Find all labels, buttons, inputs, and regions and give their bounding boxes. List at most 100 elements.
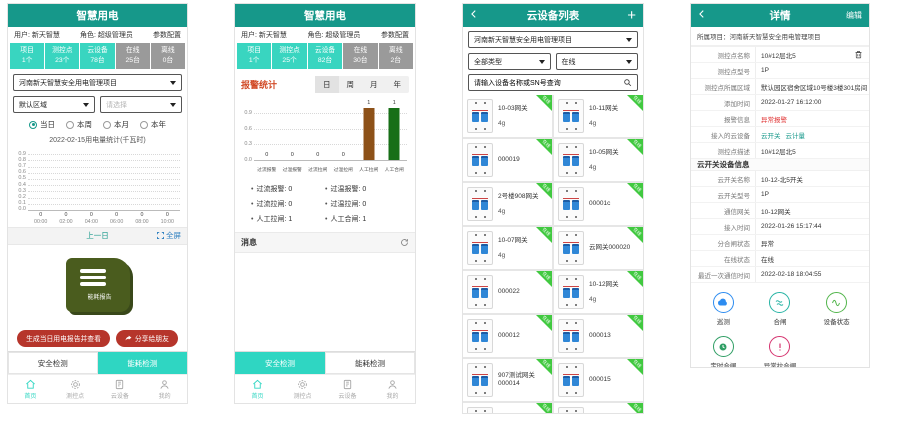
gear-icon	[70, 379, 81, 390]
device-name: 云网关000020	[589, 243, 631, 251]
device-card-partial[interactable]: 在线	[463, 403, 552, 413]
nav-mine[interactable]: 我的	[142, 379, 187, 400]
device-card[interactable]: 10-05网关 4g 在线	[554, 139, 643, 181]
project-select[interactable]: 河南新天智慧安全用电管理项目	[468, 31, 638, 48]
generate-report-button[interactable]: 生成当日用电报告并查看	[17, 329, 110, 347]
search-input[interactable]: 请输入设备名称或SN号查询	[468, 74, 638, 91]
nav-home[interactable]: 首页	[235, 379, 280, 400]
online-badge	[536, 183, 552, 199]
radio-period-1[interactable]: 本周	[66, 119, 92, 130]
back-button[interactable]	[469, 4, 479, 27]
detail-row-label: 添加时间	[724, 100, 750, 108]
device-card[interactable]: 907测试网关000014 在线	[463, 359, 552, 401]
x-tick: 0 04:00	[84, 211, 98, 226]
bottom-nav: 首页 测控点 云设备 我的	[8, 374, 187, 403]
action-device-status[interactable]: 设备状态	[808, 292, 865, 326]
device-card[interactable]: 00001c 在线	[554, 183, 643, 225]
detail-row-label: 测控点描述	[717, 148, 751, 156]
share-button[interactable]: 分享给朋友	[115, 329, 178, 347]
type-filter-select[interactable]: 全部类型	[468, 53, 551, 70]
region-select[interactable]: 默认区域	[13, 96, 95, 113]
device-card[interactable]: 云网关000020 在线	[554, 227, 643, 269]
period-tab-2[interactable]: 月	[370, 80, 378, 89]
action-timed-close[interactable]: 定时合闸	[695, 336, 752, 367]
device-card[interactable]: 2号楼908网关 4g 在线	[463, 183, 552, 225]
device-card[interactable]: 10-03网关 4g 在线	[463, 95, 552, 137]
back-button[interactable]	[697, 4, 707, 27]
tab-energy-detection[interactable]: 能耗检测	[97, 352, 187, 374]
fullscreen-link[interactable]: 全屏	[157, 230, 181, 241]
detail-row-value: 1P	[761, 191, 769, 198]
breaker-image	[467, 319, 493, 353]
messages-title: 消息	[241, 238, 257, 247]
radio-label: 本年	[151, 120, 166, 129]
book-line	[79, 269, 106, 273]
action-abnormal-switch[interactable]: 异常拉合闸	[752, 336, 809, 367]
radio-period-0[interactable]: 当日	[29, 119, 55, 130]
nav-points[interactable]: 测控点	[53, 379, 98, 400]
alarm-stats-title: 报警统计	[241, 80, 278, 90]
refresh-icon[interactable]	[400, 238, 409, 247]
tab-safety-detection[interactable]: 安全检测	[8, 352, 98, 374]
period-tab-0[interactable]: 日	[315, 76, 339, 93]
device-card[interactable]: 000022 在线	[463, 271, 552, 313]
device-card-partial[interactable]: 在线	[554, 403, 643, 413]
period-tab-3[interactable]: 年	[393, 80, 402, 89]
device-card[interactable]: 000012 在线	[463, 315, 552, 357]
breaker-image	[558, 231, 584, 265]
device-card[interactable]: 10-07网关 4g 在线	[463, 227, 552, 269]
param-config-link[interactable]: 参数配置	[381, 32, 409, 39]
p1-app-header: 智慧用电	[8, 4, 187, 27]
online-badge	[536, 227, 552, 243]
nav-devices[interactable]: 云设备	[325, 379, 370, 400]
device-card[interactable]: 000015 在线	[554, 359, 643, 401]
project-select[interactable]: 河南新天智慧安全用电管理项目	[13, 74, 182, 91]
tab-energy-detection[interactable]: 能耗检测	[325, 352, 415, 374]
region-select-value: 默认区域	[19, 101, 47, 109]
device-name: 10-03网关	[498, 104, 528, 112]
legend-item: • 过温报警: 0	[325, 186, 367, 193]
device-link[interactable]: 云开关	[761, 132, 781, 140]
trash-icon[interactable]	[854, 50, 863, 59]
status-filter-value: 在线	[561, 58, 576, 66]
detail-row-label: 通信网关	[724, 208, 750, 216]
alarm-bar-chart: 0.9 0.6 0.3 0.0 0 0 0 0 1 1 过流报警 过温报警 过流拉闸 过温拉闸 人工拉闸 人工…	[239, 100, 411, 176]
energy-report-book-icon[interactable]: 能耗报告	[65, 257, 130, 312]
device-card[interactable]: 000013 在线	[554, 315, 643, 357]
device-card[interactable]: 000019 在线	[463, 139, 552, 181]
online-badge	[536, 403, 552, 413]
device-link[interactable]: 云计量	[785, 132, 806, 140]
device-name: 000012	[498, 331, 520, 339]
radio-period-3[interactable]: 本年	[140, 119, 166, 130]
device-card[interactable]: 10-12网关 4g 在线	[554, 271, 643, 313]
tab-safety-detection[interactable]: 安全检测	[235, 352, 325, 374]
search-placeholder: 请输入设备名称或SN号查询	[474, 79, 561, 87]
prev-day-link[interactable]: 上一日	[86, 231, 109, 241]
bar-1: 0	[290, 152, 294, 158]
sub-region-select[interactable]: 请选择	[100, 96, 182, 113]
bottom-nav: 首页 测控点 云设备 我的	[235, 374, 415, 403]
gridline: 0.0	[15, 205, 180, 212]
detail-row-label: 测控点型号	[717, 68, 751, 76]
nav-points[interactable]: 测控点	[280, 379, 325, 400]
x-tick: 0 06:00	[110, 211, 124, 226]
nav-home[interactable]: 首页	[8, 379, 53, 400]
radio-period-2[interactable]: 本月	[103, 119, 129, 130]
action-patrol[interactable]: 巡测	[695, 292, 752, 326]
param-config-link[interactable]: 参数配置	[153, 32, 181, 39]
nav-mine[interactable]: 我的	[370, 379, 415, 400]
breaker-image	[467, 187, 493, 221]
p4-app-header: 详情 编辑	[691, 4, 869, 27]
status-filter-select[interactable]: 在线	[555, 53, 638, 70]
point-info-table: 测控点名称 10#12层北5 测控点型号 1P 测控点所属区域 默认园区宿舍区域10号楼3…	[691, 47, 869, 159]
period-tab-1[interactable]: 周	[346, 80, 355, 89]
legend-item: • 人工合闸: 1	[325, 216, 367, 223]
breaker-image	[467, 99, 493, 133]
device-card[interactable]: 10-11网关 4g 在线	[554, 95, 643, 137]
action-close-switch[interactable]: 合闸	[752, 292, 809, 326]
nav-label: 我的	[158, 393, 171, 400]
edit-button[interactable]: 编辑	[846, 11, 862, 20]
add-device-button[interactable]: +	[627, 7, 636, 24]
nav-devices[interactable]: 云设备	[98, 379, 143, 400]
nav-label: 首页	[251, 393, 264, 400]
